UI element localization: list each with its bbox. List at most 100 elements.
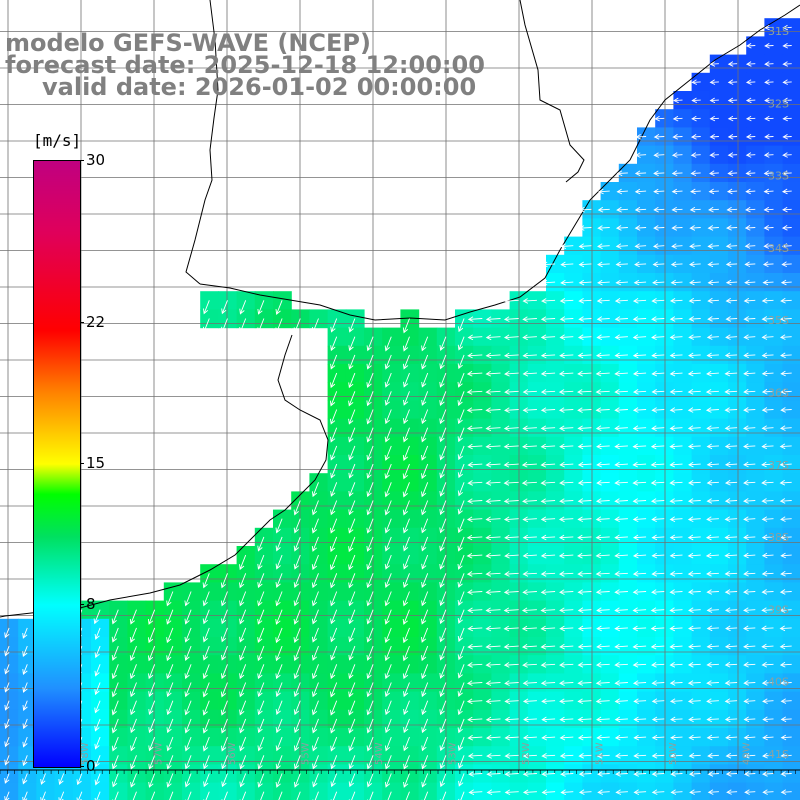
coastline bbox=[0, 0, 800, 618]
wind-arrow bbox=[384, 536, 392, 552]
wind-cell bbox=[491, 764, 511, 784]
wind-cell bbox=[691, 218, 711, 238]
wind-arrow bbox=[780, 516, 792, 522]
wind-cell bbox=[491, 637, 511, 656]
wind-cell bbox=[673, 473, 693, 492]
wind-cell bbox=[546, 691, 565, 711]
wind-arrow bbox=[726, 206, 738, 213]
wind-arrow bbox=[468, 789, 483, 796]
wind-arrow bbox=[403, 409, 410, 425]
wind-arrow bbox=[384, 554, 392, 570]
wind-arrow bbox=[522, 552, 537, 559]
wind-arrow bbox=[457, 391, 465, 407]
wind-cell bbox=[764, 546, 784, 565]
wind-arrow bbox=[578, 243, 592, 250]
wind-cell bbox=[764, 582, 784, 602]
wind-arrow bbox=[384, 427, 392, 443]
wind-arrow bbox=[725, 625, 738, 632]
wind-cell bbox=[746, 600, 765, 620]
wind-arrow bbox=[743, 461, 756, 468]
wind-arrow bbox=[781, 188, 792, 195]
wind-cell bbox=[600, 364, 620, 383]
wind-arrow bbox=[724, 498, 738, 504]
wind-arrow bbox=[330, 336, 338, 352]
wind-arrow bbox=[614, 516, 628, 523]
wind-arrow bbox=[257, 645, 265, 662]
wind-arrow bbox=[504, 734, 519, 741]
wind-arrow bbox=[384, 372, 392, 388]
wind-cell bbox=[728, 436, 747, 456]
wind-arrow bbox=[653, 206, 665, 213]
wind-arrow bbox=[559, 480, 574, 486]
wind-cell bbox=[546, 546, 565, 565]
wind-arrow bbox=[779, 443, 792, 450]
wind-cell bbox=[673, 600, 693, 620]
wind-arrow bbox=[203, 300, 210, 315]
wind-cell bbox=[618, 618, 638, 638]
wind-arrow bbox=[130, 755, 137, 770]
wind-arrow bbox=[94, 773, 101, 786]
wind-cell bbox=[728, 546, 747, 565]
wind-cell bbox=[546, 509, 565, 529]
wind-arrow bbox=[632, 516, 647, 523]
wind-cell bbox=[673, 637, 693, 656]
wind-arrow bbox=[366, 372, 374, 388]
wind-arrow bbox=[466, 680, 483, 686]
wind-arrow bbox=[22, 736, 28, 748]
wind-arrow bbox=[521, 643, 537, 650]
wind-arrow bbox=[257, 773, 265, 788]
wind-arrow bbox=[457, 573, 465, 588]
wind-cell bbox=[527, 473, 547, 492]
wind-cell bbox=[764, 564, 784, 583]
wind-cell bbox=[637, 527, 656, 547]
wind-arrow bbox=[577, 534, 592, 541]
wind-arrow bbox=[687, 443, 701, 450]
wind-cell bbox=[764, 91, 784, 110]
wind-arrow bbox=[384, 718, 392, 734]
wind-cell bbox=[728, 600, 747, 620]
wind-arrow bbox=[706, 479, 719, 486]
wind-cell bbox=[746, 127, 765, 147]
wind-cell bbox=[127, 782, 147, 800]
wind-arrow bbox=[651, 407, 665, 413]
wind-cell bbox=[418, 782, 438, 800]
wind-arrow bbox=[485, 643, 501, 650]
wind-cell bbox=[564, 527, 583, 547]
wind-arrow bbox=[726, 225, 738, 231]
wind-cell bbox=[618, 527, 638, 547]
wind-arrow bbox=[559, 734, 574, 741]
wind-arrow bbox=[221, 773, 228, 788]
wind-arrow bbox=[485, 425, 501, 432]
wind-arrow bbox=[421, 445, 429, 461]
wind-arrow bbox=[671, 152, 683, 158]
wind-arrow bbox=[485, 552, 501, 559]
wind-cell bbox=[691, 509, 711, 529]
wind-arrow bbox=[485, 734, 501, 741]
wind-arrow bbox=[504, 571, 519, 577]
wind-arrow bbox=[458, 773, 465, 787]
wind-cell bbox=[254, 782, 274, 800]
wind-cell bbox=[637, 600, 656, 620]
wind-cell bbox=[746, 36, 765, 56]
wind-arrow bbox=[466, 571, 483, 577]
wind-arrow bbox=[522, 771, 537, 777]
wind-cell bbox=[618, 655, 638, 674]
wind-arrow bbox=[293, 518, 301, 534]
wind-arrow bbox=[439, 482, 447, 497]
wind-arrow bbox=[312, 791, 319, 800]
wind-arrow bbox=[293, 773, 301, 788]
wind-arrow bbox=[312, 755, 319, 770]
wind-arrow bbox=[780, 279, 792, 286]
wind-cell bbox=[673, 709, 693, 729]
wind-arrow bbox=[130, 700, 137, 716]
wind-arrow bbox=[780, 680, 792, 686]
wind-arrow bbox=[596, 334, 610, 341]
wind-arrow bbox=[4, 773, 10, 784]
wind-arrow bbox=[709, 134, 719, 140]
wind-cell bbox=[109, 782, 128, 800]
wind-cell bbox=[473, 455, 492, 474]
wind-arrow bbox=[111, 682, 119, 698]
lon-label: 49W bbox=[742, 742, 753, 765]
wind-arrow bbox=[221, 645, 228, 661]
wind-arrow bbox=[727, 115, 738, 122]
